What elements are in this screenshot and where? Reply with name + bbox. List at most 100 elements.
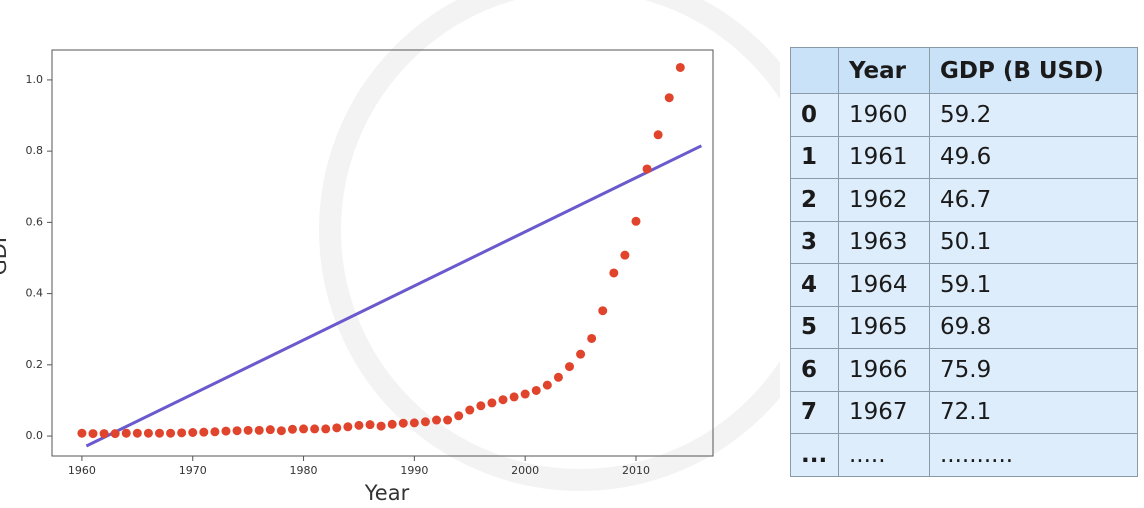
point: [166, 428, 176, 438]
chart: Year GDP 1960 1970 1980 1990 2000 2010 0.0 0.2 0…: [0, 0, 780, 505]
table-cell: 1966: [838, 348, 930, 392]
point: [376, 421, 386, 431]
point: [232, 426, 242, 436]
point: [132, 428, 142, 438]
table-row: 1 1961 49.6: [790, 135, 1138, 179]
header-row: Year GDP (B USD): [790, 47, 1138, 94]
row-index: 2: [790, 178, 839, 222]
point: [88, 429, 98, 439]
point: [210, 427, 220, 437]
point: [587, 333, 597, 343]
row-index: 6: [790, 348, 839, 392]
point: [365, 420, 375, 430]
table-cell: 49.6: [929, 135, 1138, 179]
x-tick-label: 1990: [400, 464, 428, 477]
point: [398, 418, 408, 428]
row-index: ...: [790, 433, 839, 477]
table-cell: 1961: [838, 135, 930, 179]
table-row: 5 1965 69.8: [790, 305, 1138, 349]
table-cell: 72.1: [929, 390, 1138, 434]
point: [99, 429, 109, 439]
table-cell: 1964: [838, 263, 930, 307]
point: [542, 380, 552, 390]
point: [675, 62, 685, 72]
row-index: 5: [790, 305, 839, 349]
x-tick-label: 1970: [179, 464, 207, 477]
point: [476, 401, 486, 411]
table-row: 3 1963 50.1: [790, 220, 1138, 264]
point: [620, 250, 630, 260]
point: [509, 392, 519, 402]
point: [465, 405, 475, 415]
table-cell: 1965: [838, 305, 930, 349]
point: [642, 164, 652, 174]
table-cell: 1963: [838, 220, 930, 264]
point: [110, 429, 120, 439]
point: [121, 428, 131, 438]
header-cell: [790, 47, 839, 94]
point: [454, 411, 464, 421]
point: [299, 424, 309, 434]
x-tick-label: 1980: [290, 464, 318, 477]
row-index: 3: [790, 220, 839, 264]
point: [254, 425, 264, 435]
point: [287, 424, 297, 434]
point: [432, 415, 442, 425]
point: [221, 426, 231, 436]
table-row: 6 1966 75.9: [790, 348, 1138, 392]
point: [664, 93, 674, 103]
table-row: ..................: [790, 433, 1138, 477]
table-cell: 46.7: [929, 178, 1138, 222]
data-table: Year GDP (B USD) 0 1960 59.2 1 1961 49.6 2 1962 46…: [790, 47, 1138, 477]
table-cell: 59.1: [929, 263, 1138, 307]
point: [276, 426, 286, 436]
point: [598, 306, 608, 316]
y-tick-label: 0.0: [26, 429, 44, 442]
row-index: 1: [790, 135, 839, 179]
table-cell: 69.8: [929, 305, 1138, 349]
point: [609, 268, 619, 278]
point: [443, 415, 453, 425]
table-cell: 50.1: [929, 220, 1138, 264]
x-tick-label: 2010: [622, 464, 650, 477]
point: [332, 423, 342, 433]
point: [409, 418, 419, 428]
row-index: 4: [790, 263, 839, 307]
point: [487, 398, 497, 408]
y-tick-label: 0.6: [26, 215, 44, 228]
point: [653, 130, 663, 140]
point: [420, 417, 430, 427]
point: [564, 362, 574, 372]
table-cell: ..........: [929, 433, 1138, 477]
point: [576, 349, 586, 359]
table-row: 0 1960 59.2: [790, 93, 1138, 137]
point: [343, 422, 353, 432]
point: [188, 427, 198, 437]
table-row: 2 1962 46.7: [790, 178, 1138, 222]
point: [154, 428, 164, 438]
table-cell: .....: [838, 433, 930, 477]
point: [553, 372, 563, 382]
table-cell: 1962: [838, 178, 930, 222]
x-axis-label: Year: [364, 481, 410, 505]
x-tick-label: 1960: [68, 464, 96, 477]
table-cell: 1960: [838, 93, 930, 137]
table-row: 7 1967 72.1: [790, 390, 1138, 434]
point: [520, 389, 530, 399]
header-cell: GDP (B USD): [929, 47, 1138, 94]
table-cell: 1967: [838, 390, 930, 434]
point: [77, 428, 87, 438]
point: [531, 385, 541, 395]
table-cell: 75.9: [929, 348, 1138, 392]
table-cell: 59.2: [929, 93, 1138, 137]
y-axis-label: GDP: [0, 230, 11, 275]
header-cell: Year: [838, 47, 930, 94]
row-index: 0: [790, 93, 839, 137]
point: [199, 427, 209, 437]
point: [265, 425, 275, 435]
fit-line: [85, 144, 703, 448]
x-tick-label: 2000: [511, 464, 539, 477]
point: [387, 419, 397, 429]
point: [143, 428, 153, 438]
